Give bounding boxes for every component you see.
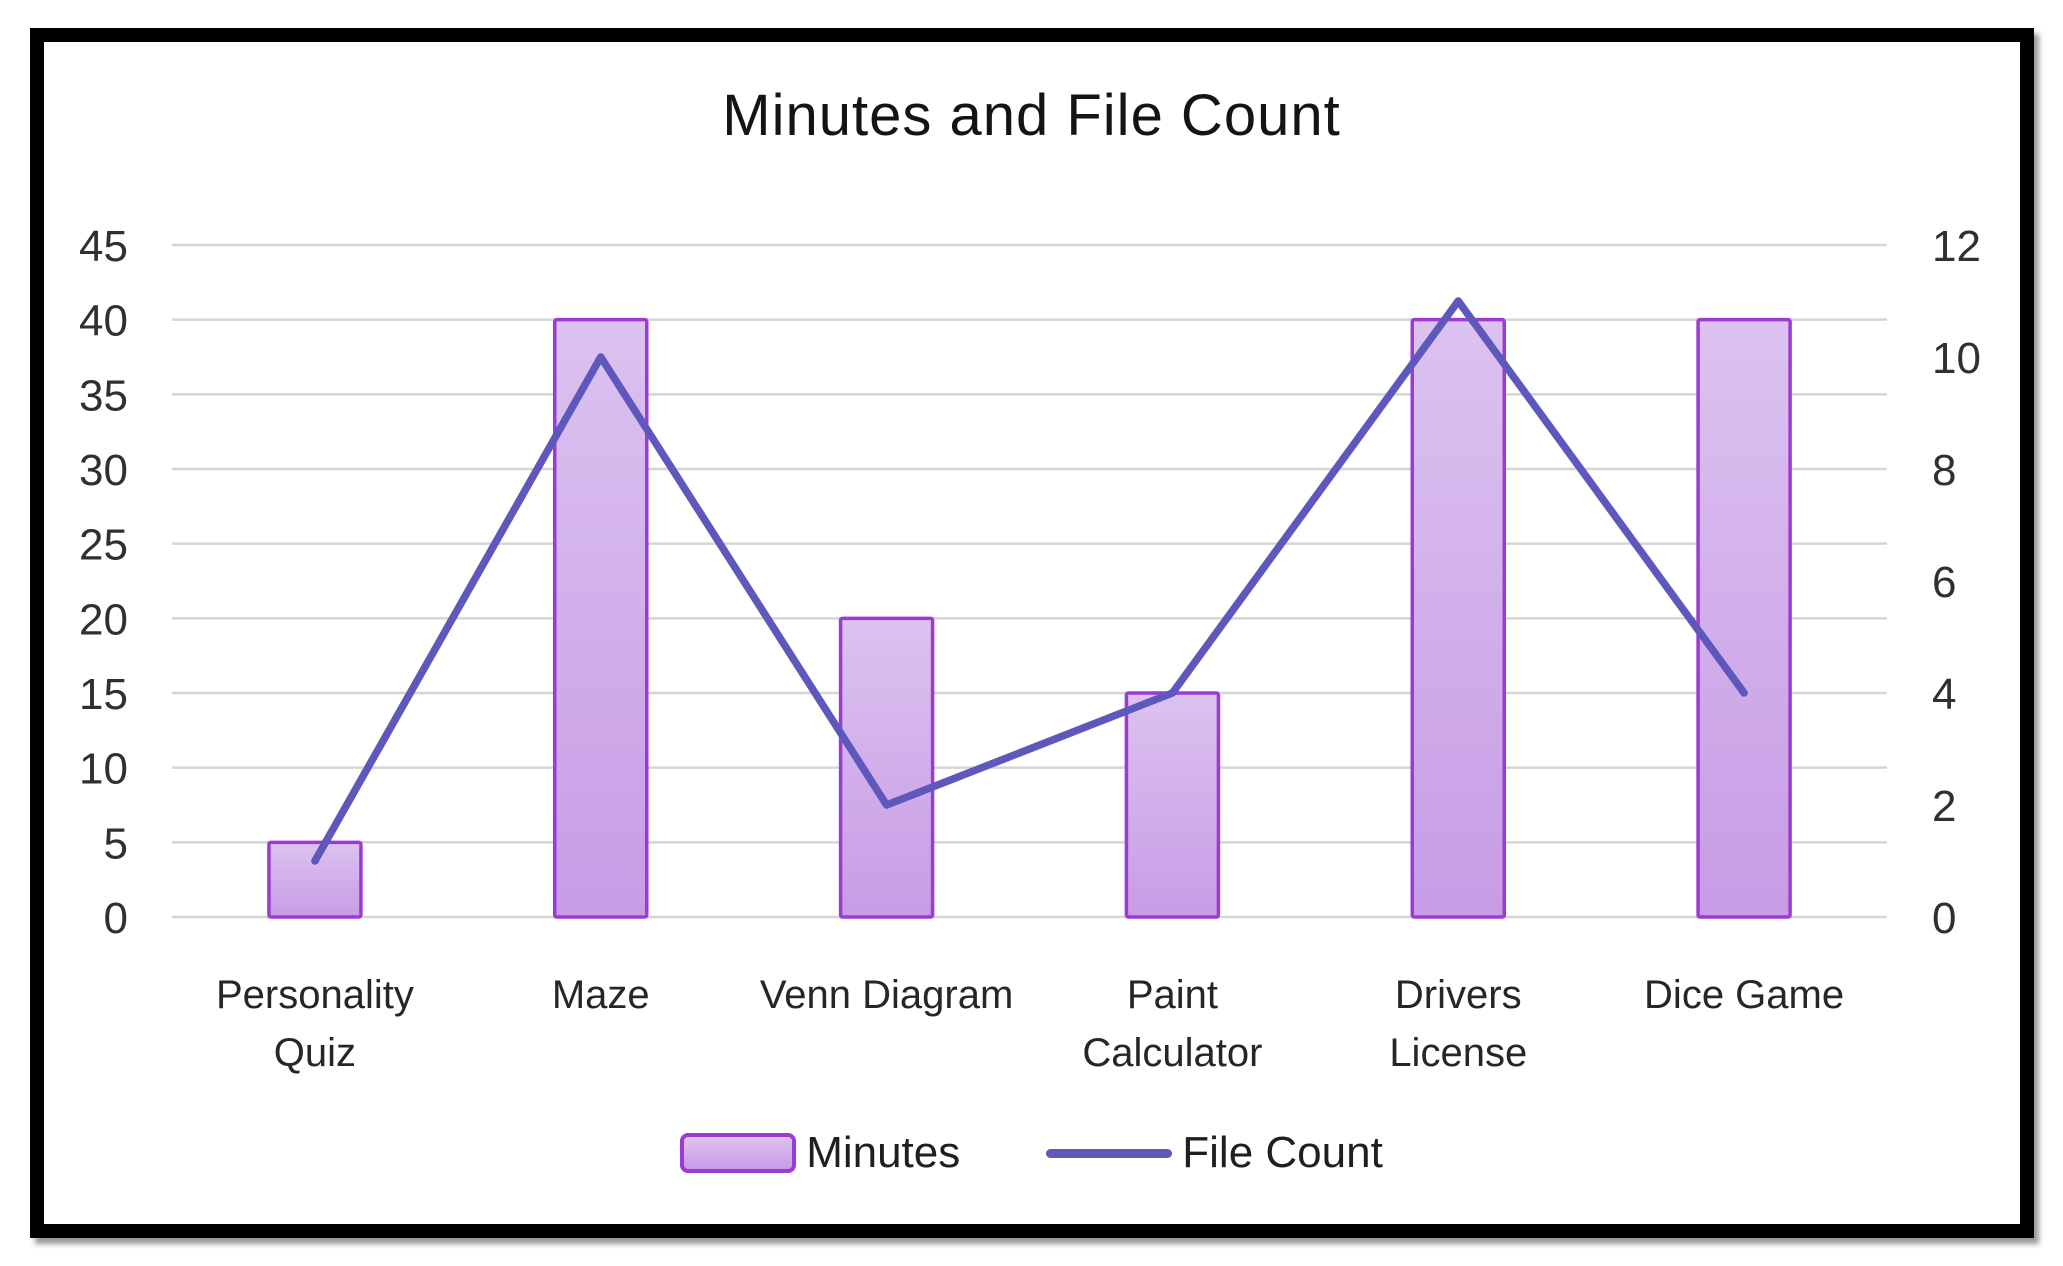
category-label: License bbox=[1389, 1031, 1527, 1075]
gridlines bbox=[172, 243, 1887, 919]
line-series bbox=[311, 297, 1748, 865]
file-count-line-swatch bbox=[1046, 1148, 1173, 1158]
legend-item-file-count: File Count bbox=[1046, 1128, 1383, 1178]
minutes-bars bbox=[267, 317, 1792, 919]
right-tick-label: 0 bbox=[1932, 894, 1956, 943]
left-tick-label: 30 bbox=[79, 446, 128, 495]
left-axis-ticks: 45 40 35 30 25 20 15 10 5 0 bbox=[79, 222, 128, 943]
minutes-bar-swatch bbox=[680, 1133, 797, 1173]
category-label: Personality bbox=[216, 973, 414, 1017]
legend: Minutes File Count bbox=[0, 1128, 2063, 1178]
category-labels: Personality Quiz Maze Venn Diagram Paint Calc… bbox=[216, 973, 1844, 1075]
right-axis-ticks: 12 10 8 6 4 2 0 bbox=[1932, 222, 1981, 943]
right-tick-label: 12 bbox=[1932, 222, 1981, 271]
right-tick-label: 6 bbox=[1932, 558, 1956, 607]
left-tick-label: 40 bbox=[79, 297, 128, 346]
bar bbox=[267, 840, 363, 919]
file-count-line bbox=[311, 297, 1748, 865]
left-tick-label: 20 bbox=[79, 595, 128, 644]
legend-item-minutes: Minutes bbox=[680, 1128, 960, 1178]
right-tick-label: 8 bbox=[1932, 446, 1956, 495]
category-label: Dice Game bbox=[1644, 973, 1844, 1017]
left-tick-label: 5 bbox=[104, 819, 128, 868]
right-tick-label: 2 bbox=[1932, 782, 1956, 831]
legend-label-minutes: Minutes bbox=[806, 1128, 961, 1177]
left-tick-label: 15 bbox=[79, 670, 128, 719]
bar bbox=[1124, 691, 1221, 919]
bar bbox=[553, 317, 649, 919]
category-label: Drivers bbox=[1395, 973, 1522, 1017]
right-tick-label: 10 bbox=[1932, 334, 1981, 383]
category-label: Calculator bbox=[1082, 1031, 1262, 1075]
right-tick-label: 4 bbox=[1932, 670, 1956, 719]
bar bbox=[1696, 317, 1792, 919]
left-tick-label: 45 bbox=[79, 222, 128, 271]
left-tick-label: 10 bbox=[79, 745, 128, 794]
left-tick-label: 25 bbox=[79, 521, 128, 570]
category-label: Maze bbox=[552, 973, 650, 1017]
chart-title: Minutes and File Count bbox=[722, 83, 1341, 148]
left-tick-label: 35 bbox=[79, 371, 128, 420]
bar bbox=[1410, 317, 1506, 919]
category-label: Quiz bbox=[274, 1031, 356, 1075]
left-tick-label: 0 bbox=[104, 894, 128, 943]
category-label: Venn Diagram bbox=[760, 973, 1013, 1017]
category-label: Paint bbox=[1127, 973, 1218, 1017]
bar bbox=[838, 616, 935, 919]
legend-label-file-count: File Count bbox=[1182, 1128, 1383, 1177]
